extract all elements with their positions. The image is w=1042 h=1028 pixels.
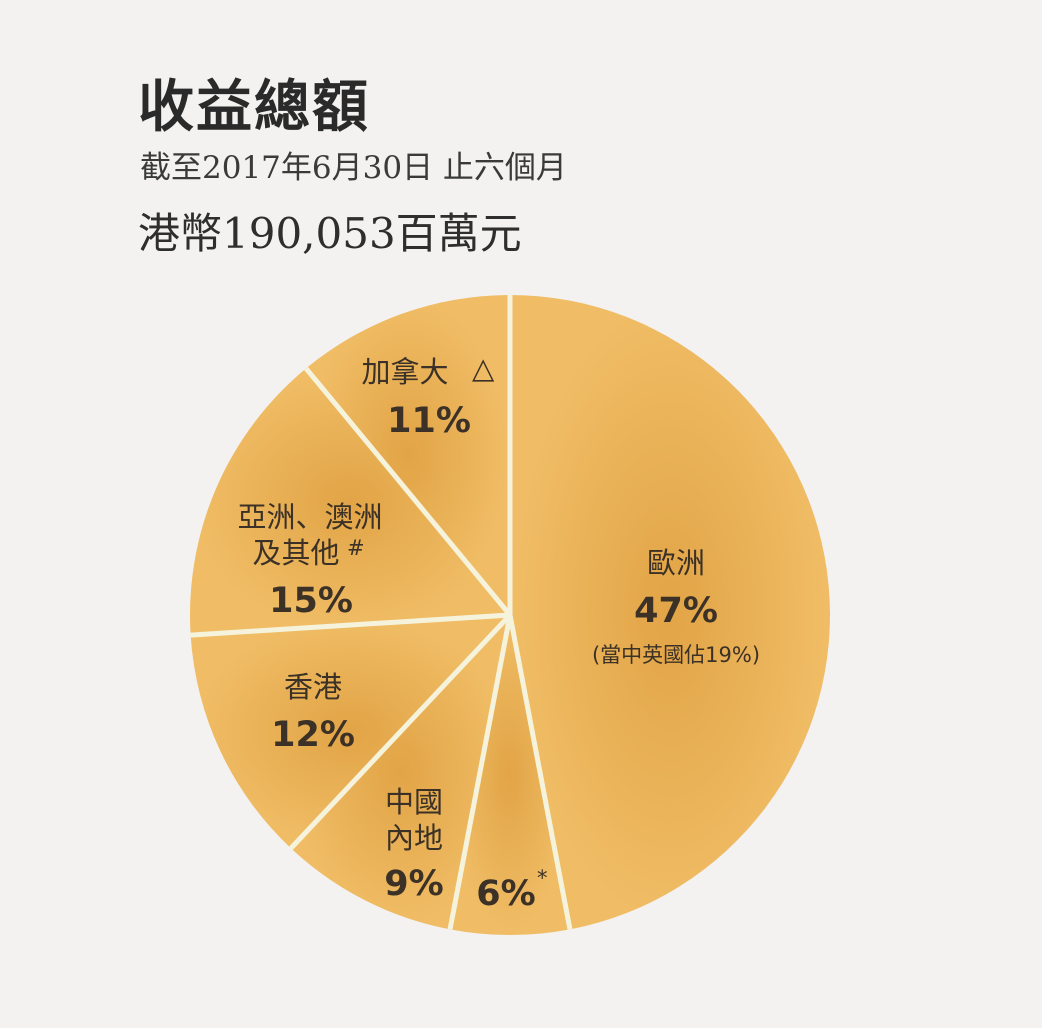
label-europe-note: (當中英國佔19%) [592,643,760,667]
label-europe-pct: 47% [634,591,718,631]
slice-asia [190,368,511,636]
label-asia-mark: # [347,536,365,560]
label-canada-pct: 11% [387,401,471,441]
slice-europe [510,295,830,930]
label-asia-name-2: 及其他 [252,536,339,570]
label-canada-name: 加拿大 [361,355,448,389]
slice-hongkong [190,615,510,849]
label-other-mark: * [537,866,548,890]
slice-divider [304,366,512,617]
label-canada-mark: △ [472,351,495,385]
slice-divider [190,612,511,638]
label-hongkong-name: 香港 [284,670,342,704]
label-asia-pct: 15% [269,581,353,621]
slice-other [450,615,570,936]
slice-divider [447,614,513,930]
slice-divider [507,614,573,930]
label-europe-name: 歐洲 [647,546,705,580]
label-china-name-2: 內地 [385,821,443,855]
label-other-pct: 6% [476,874,535,914]
slice-canada [306,295,510,615]
chart-title: 收益總額 [138,74,370,140]
label-china-pct: 9% [384,864,443,904]
label-hongkong-pct: 12% [271,715,355,755]
slice-china [290,615,510,930]
chart-subtitle: 截至2017年6月30日 止六個月 [140,150,567,186]
slice-divider [289,613,512,850]
label-china-name-1: 中國 [385,785,443,819]
label-asia-name-1: 亞洲、澳洲 [237,500,382,534]
total-revenue: 港幣190,053百萬元 [138,209,522,258]
